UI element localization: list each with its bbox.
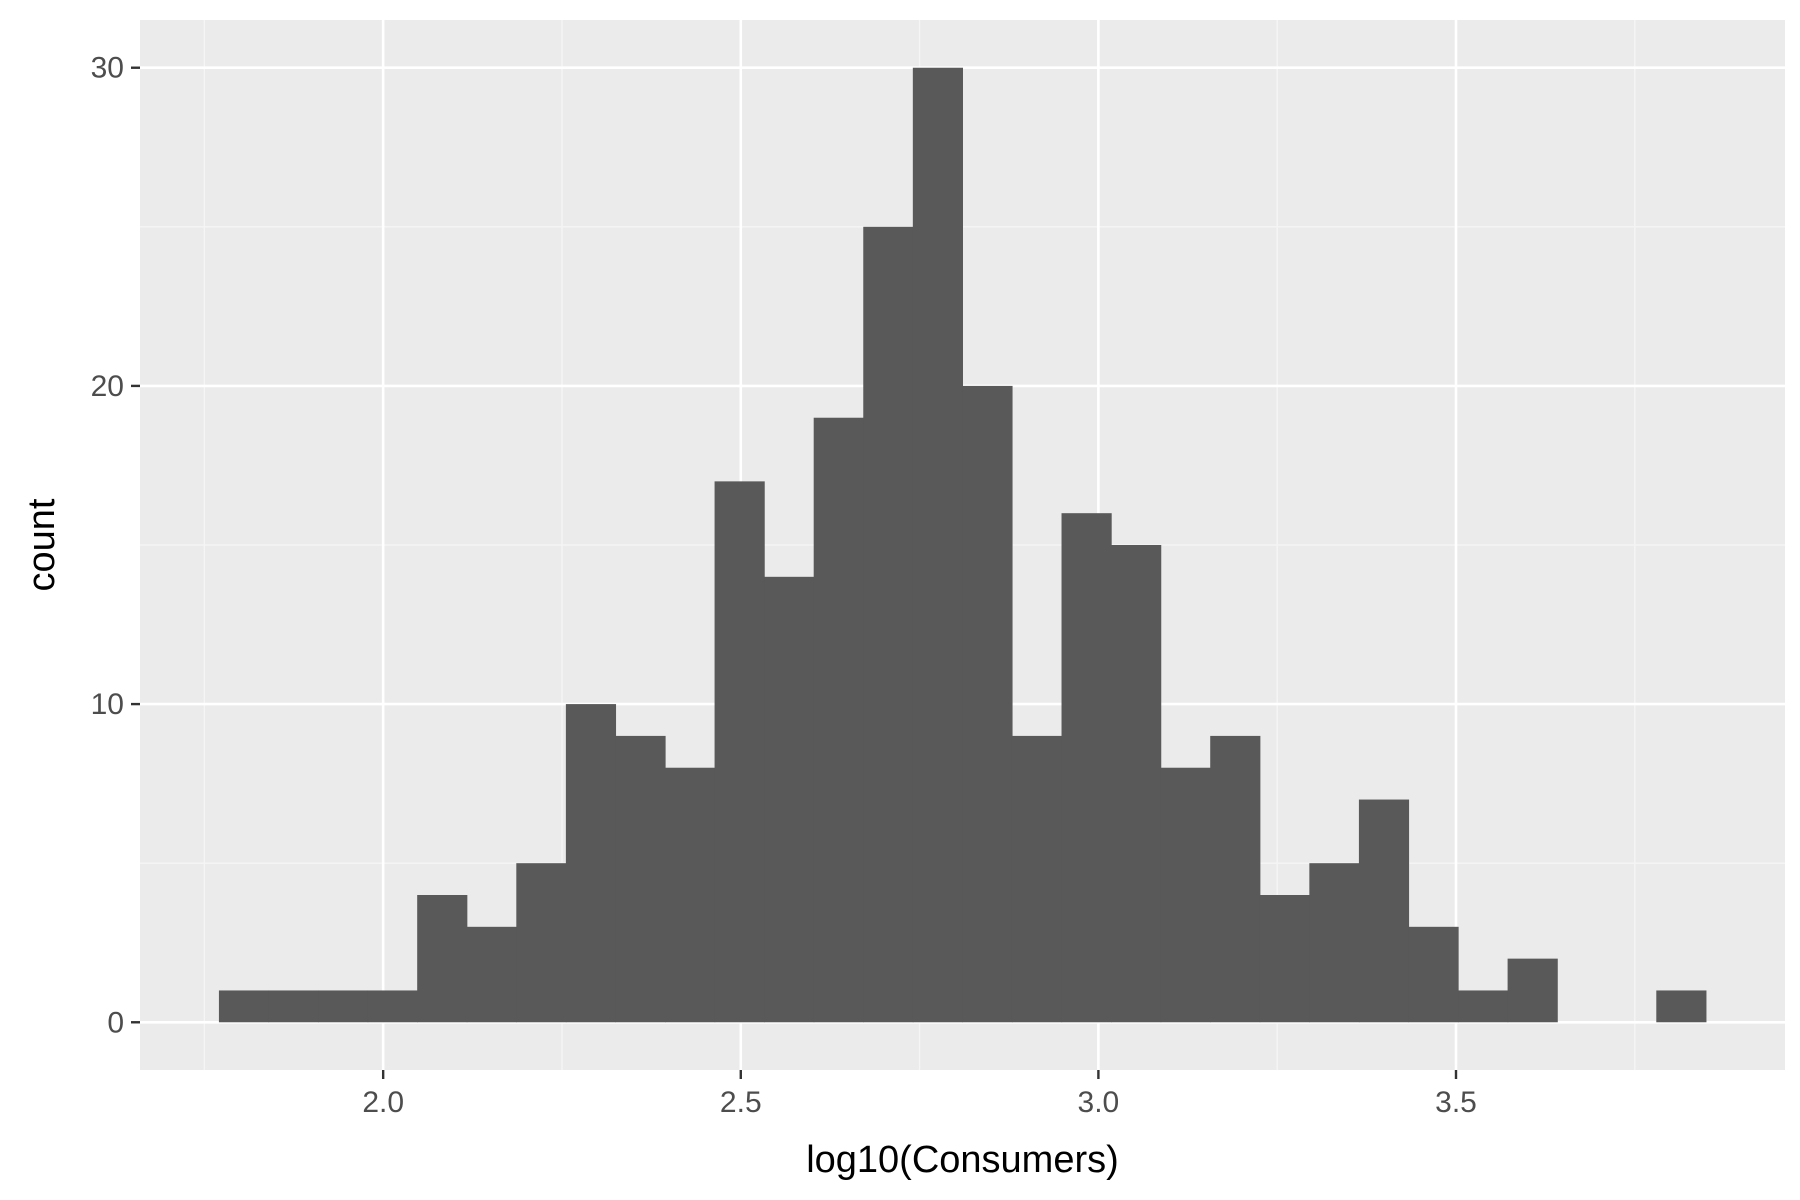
histogram-bar (1656, 990, 1707, 1023)
histogram-bar (1458, 990, 1509, 1023)
histogram-bar (318, 990, 369, 1023)
histogram-bar (516, 863, 567, 1023)
x-axis: 2.0 2.5 3.0 3.5 (362, 1070, 1477, 1119)
histogram-bar (1507, 958, 1558, 1023)
histogram-bar (714, 481, 765, 1023)
histogram-bar (466, 926, 517, 1023)
histogram-bar (1358, 799, 1410, 1023)
y-axis: 0 10 20 30 (91, 52, 140, 1039)
histogram-bar (417, 895, 468, 1023)
y-tick-label: 20 (91, 370, 124, 403)
histogram-bar (764, 576, 815, 1023)
histogram-bar (268, 990, 319, 1023)
histogram-bar (813, 417, 864, 1023)
histogram-bar (962, 385, 1013, 1023)
y-axis-title: count (21, 498, 63, 591)
histogram-bar (367, 990, 418, 1023)
histogram-bar (1309, 863, 1360, 1023)
histogram-bar (863, 226, 914, 1023)
histogram-bar (1408, 926, 1459, 1023)
x-axis-title: log10(Consumers) (806, 1139, 1119, 1181)
y-tick-label: 30 (91, 52, 124, 85)
histogram-bar (1011, 735, 1063, 1023)
histogram-bars (218, 67, 1707, 1023)
x-tick-label: 2.0 (362, 1086, 404, 1119)
histogram-bar (1259, 895, 1310, 1023)
histogram-bar (1061, 513, 1112, 1023)
histogram-bar (1160, 767, 1211, 1023)
x-tick-label: 3.5 (1435, 1086, 1477, 1119)
y-tick-label: 0 (107, 1006, 124, 1039)
histogram-bar (1111, 545, 1162, 1023)
x-tick-label: 2.5 (720, 1086, 762, 1119)
histogram-bar (912, 67, 963, 1023)
x-tick-label: 3.0 (1078, 1086, 1120, 1119)
histogram-bar (218, 990, 270, 1023)
histogram-bar (615, 735, 666, 1023)
histogram-bar (565, 704, 617, 1023)
histogram-bar (1210, 735, 1261, 1023)
histogram-bar (665, 767, 716, 1023)
y-tick-label: 10 (91, 688, 124, 721)
